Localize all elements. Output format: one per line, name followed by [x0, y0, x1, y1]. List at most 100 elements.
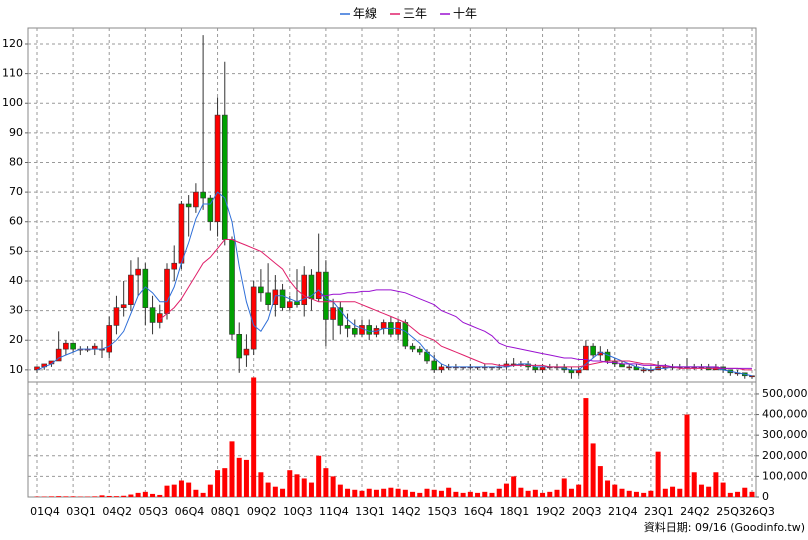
- x-tick-label: 18Q1: [500, 505, 530, 518]
- volume-bar: [438, 490, 444, 497]
- volume-bar: [453, 491, 459, 497]
- candle-body: [431, 360, 438, 371]
- volume-bar: [662, 488, 668, 497]
- candle-body: [135, 268, 141, 276]
- volume-bar: [56, 496, 62, 497]
- x-tick-label: 10Q3: [283, 505, 313, 518]
- candle-body: [640, 369, 647, 372]
- volume-bar: [366, 488, 372, 497]
- y2-tick-label: 400,000: [762, 408, 808, 421]
- volume-bar: [308, 482, 314, 497]
- candle-body: [626, 366, 633, 369]
- candle-body: [409, 345, 416, 350]
- volume-bar: [330, 476, 336, 497]
- plot-frame: [27, 27, 757, 498]
- volume-bar: [301, 478, 307, 497]
- volume-bar: [641, 492, 647, 497]
- y-tick-label: 100: [2, 96, 23, 109]
- volume-bar: [395, 488, 401, 497]
- volume-bar: [489, 492, 495, 497]
- candle-body: [193, 191, 199, 208]
- y-tick-label: 20: [9, 333, 23, 346]
- candle-body: [171, 262, 178, 270]
- volume-bar: [720, 482, 726, 497]
- volume-bar: [381, 488, 387, 497]
- candle-body: [221, 114, 228, 240]
- y2-tick-label: 0: [762, 490, 769, 503]
- volume-bar: [99, 495, 105, 497]
- volume-bar: [597, 466, 603, 497]
- y2-tick-label: 300,000: [762, 428, 808, 441]
- volume-bar: [532, 489, 538, 497]
- candle-body: [63, 342, 69, 350]
- x-tick-label: 26Q3: [745, 505, 775, 518]
- volume-bar: [713, 472, 719, 497]
- volume-bar: [540, 492, 546, 497]
- volume-bar: [460, 492, 466, 497]
- volume-bar: [193, 489, 199, 497]
- candle-body: [164, 268, 170, 314]
- volume-bar: [243, 459, 249, 497]
- volume-bar: [431, 489, 437, 497]
- volume-bar: [359, 490, 365, 497]
- volume-bar: [215, 470, 221, 497]
- volume-bar: [518, 487, 524, 497]
- candle-body: [113, 307, 120, 326]
- volume-bar: [316, 455, 322, 497]
- volume-bar: [749, 491, 755, 497]
- candle-body: [286, 301, 293, 308]
- ma-line: [159, 239, 752, 371]
- volume-bar: [251, 377, 257, 497]
- candle-body: [265, 292, 271, 305]
- candle-body: [229, 239, 235, 335]
- volume-bar: [417, 492, 423, 497]
- ma-line: [36, 191, 753, 377]
- x-tick-label: 21Q4: [608, 505, 638, 518]
- x-tick-label: 13Q1: [355, 505, 385, 518]
- source-note: 資料日期: 09/16 (Goodinfo.tw): [644, 520, 805, 534]
- y-tick-label: 70: [9, 185, 23, 198]
- volume-bar: [554, 489, 560, 497]
- x-tick-label: 04Q2: [102, 505, 132, 518]
- x-tick-label: 05Q3: [139, 505, 169, 518]
- volume-bar: [186, 482, 192, 497]
- x-tick-label: 25Q3: [716, 505, 746, 518]
- legend-label: 年線: [353, 6, 377, 21]
- volume-bar: [121, 495, 127, 497]
- candle-body: [337, 307, 344, 326]
- volume-bar: [684, 414, 690, 497]
- volume-bar: [612, 484, 618, 497]
- candle-body: [200, 191, 206, 199]
- y2-tick-label: 500,000: [762, 387, 808, 400]
- volume-bar: [547, 491, 553, 497]
- candle-body: [214, 114, 221, 223]
- volume-bar: [583, 398, 589, 497]
- volume-bar: [590, 443, 596, 497]
- volume-bar: [467, 491, 473, 497]
- candle-body: [207, 197, 214, 223]
- volume-bar: [496, 488, 502, 497]
- candle-body: [128, 274, 134, 305]
- candle-body: [359, 325, 365, 335]
- candle-body: [70, 342, 76, 350]
- volume-bar: [294, 474, 300, 497]
- volume-bar: [619, 488, 625, 497]
- candle-body: [583, 345, 589, 371]
- candle-body: [258, 286, 264, 294]
- candle-body: [416, 348, 423, 353]
- volume-bar: [229, 441, 235, 497]
- y2-tick-label: 100,000: [762, 469, 808, 482]
- candle-body: [380, 322, 387, 329]
- candle-body: [315, 271, 322, 300]
- volume-bar: [691, 472, 697, 497]
- volume-bar: [388, 487, 394, 497]
- volume-bar: [605, 480, 611, 497]
- candle-body: [438, 366, 445, 371]
- volume-bar: [337, 484, 343, 497]
- volume-bar: [424, 488, 430, 497]
- candle-body: [604, 351, 611, 362]
- volume-bar: [272, 486, 278, 497]
- x-tick-label: 03Q1: [66, 505, 96, 518]
- y-tick-label: 50: [9, 244, 23, 257]
- volume-bar: [265, 482, 271, 497]
